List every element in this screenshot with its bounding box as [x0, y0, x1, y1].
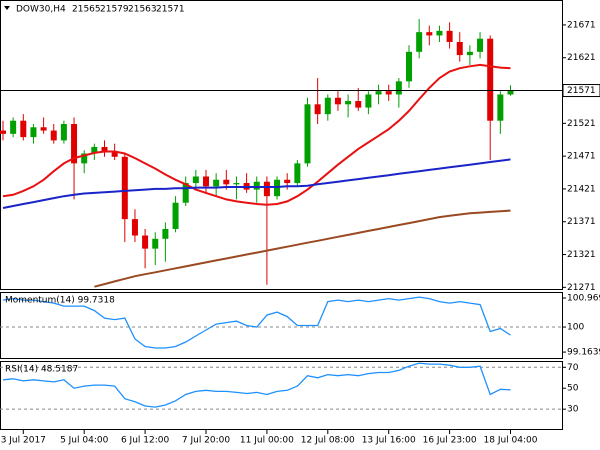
y-tick-label: 21621	[567, 53, 596, 63]
candle-body	[20, 120, 27, 138]
candle-body	[233, 183, 240, 185]
y-tick-label: 100	[567, 323, 584, 333]
x-tick-label: 12 Jul 08:00	[301, 436, 355, 446]
y-tick-label: 21671	[567, 20, 596, 30]
candle-body	[111, 151, 118, 157]
candle-body	[60, 123, 67, 141]
y-tick-label: 21471	[567, 152, 596, 162]
y-tick-label: 21321	[567, 250, 596, 260]
candle-body	[71, 123, 78, 164]
candle-body	[182, 183, 189, 203]
candle-body	[324, 97, 331, 115]
panel-frame	[0, 0, 563, 290]
candle-body	[426, 32, 433, 36]
candle-body	[50, 130, 57, 141]
candle-body	[466, 51, 473, 56]
ohlc-value: 21563	[128, 5, 157, 15]
y-tick-label: 100.9695	[567, 294, 600, 304]
y-tick-label: 21521	[567, 119, 596, 129]
panel-frame	[0, 361, 563, 430]
candle-body	[487, 38, 494, 121]
indicator-title: Momentum(14) 99.7318	[5, 296, 115, 306]
candle-body	[304, 104, 311, 164]
candle-body	[101, 146, 108, 152]
candle-body	[192, 176, 199, 184]
candle-body	[121, 156, 128, 220]
dropdown-arrow	[4, 6, 10, 10]
candle-body	[436, 30, 443, 36]
x-tick-label: 13 Jul 16:00	[362, 436, 416, 446]
current-price-label: 21571	[567, 86, 596, 96]
candle-body	[203, 176, 209, 187]
y-tick-label: 99.1639	[567, 348, 600, 358]
candle-body	[81, 153, 88, 164]
x-tick-label: 18 Jul 04:00	[484, 436, 538, 446]
ohlc-value: 21571	[156, 5, 185, 15]
candle-body	[314, 104, 321, 115]
candle-body	[375, 91, 382, 95]
candle-body	[416, 32, 423, 52]
moving-average	[2, 158, 511, 209]
x-tick-label: 5 Jul 04:00	[60, 436, 109, 446]
y-tick-label: 21371	[567, 217, 596, 227]
candle-body	[477, 38, 484, 52]
candle-body	[507, 90, 514, 95]
candle-body	[91, 146, 98, 154]
ohlc-value: 21579	[100, 5, 129, 15]
panel-frame	[0, 292, 563, 359]
moving-average	[94, 209, 511, 288]
current-price-box	[562, 84, 600, 98]
x-tick-label: 11 Jul 00:00	[240, 436, 294, 446]
y-tick-label: 21271	[567, 283, 596, 293]
candle-body	[497, 94, 504, 121]
x-tick-label: 16 Jul 23:00	[423, 436, 477, 446]
candle-body	[253, 181, 260, 190]
candle-body	[223, 179, 230, 185]
candle-body	[345, 101, 352, 105]
candle-body	[40, 127, 47, 131]
candle-body	[152, 238, 159, 249]
candle-body	[385, 91, 392, 95]
candle-body	[456, 41, 463, 56]
chart-title: DOW30,H4	[16, 5, 66, 15]
ohlc-value: 21565	[72, 5, 101, 15]
candle-body	[406, 51, 412, 82]
candle-body	[334, 97, 341, 105]
candle-body	[162, 228, 169, 239]
candle-body	[395, 81, 402, 95]
indicator-line	[2, 362, 511, 408]
candle-body	[263, 181, 270, 197]
y-tick-label: 30	[567, 405, 579, 415]
x-tick-label: 3 Jul 2017	[1, 436, 46, 446]
candle-body	[142, 235, 149, 249]
candle-body	[213, 179, 220, 187]
indicator-title: RSI(14) 48.5187	[5, 365, 78, 375]
candle-body	[365, 94, 372, 108]
candle-body	[172, 202, 179, 229]
moving-average	[2, 63, 511, 206]
candle-body	[446, 30, 453, 42]
y-tick-label: 70	[567, 363, 579, 373]
candle-body	[131, 219, 138, 236]
candle-body	[30, 127, 37, 138]
candle-body	[355, 101, 362, 108]
x-tick-label: 7 Jul 20:00	[182, 436, 231, 446]
y-tick-label: 21421	[567, 184, 596, 194]
x-tick-label: 6 Jul 12:00	[121, 436, 170, 446]
candle-body	[0, 130, 6, 134]
candle-body	[10, 120, 17, 134]
indicator-line	[2, 296, 511, 349]
y-tick-label: 50	[567, 384, 579, 394]
candle-body	[284, 179, 291, 184]
candle-body	[294, 163, 301, 184]
